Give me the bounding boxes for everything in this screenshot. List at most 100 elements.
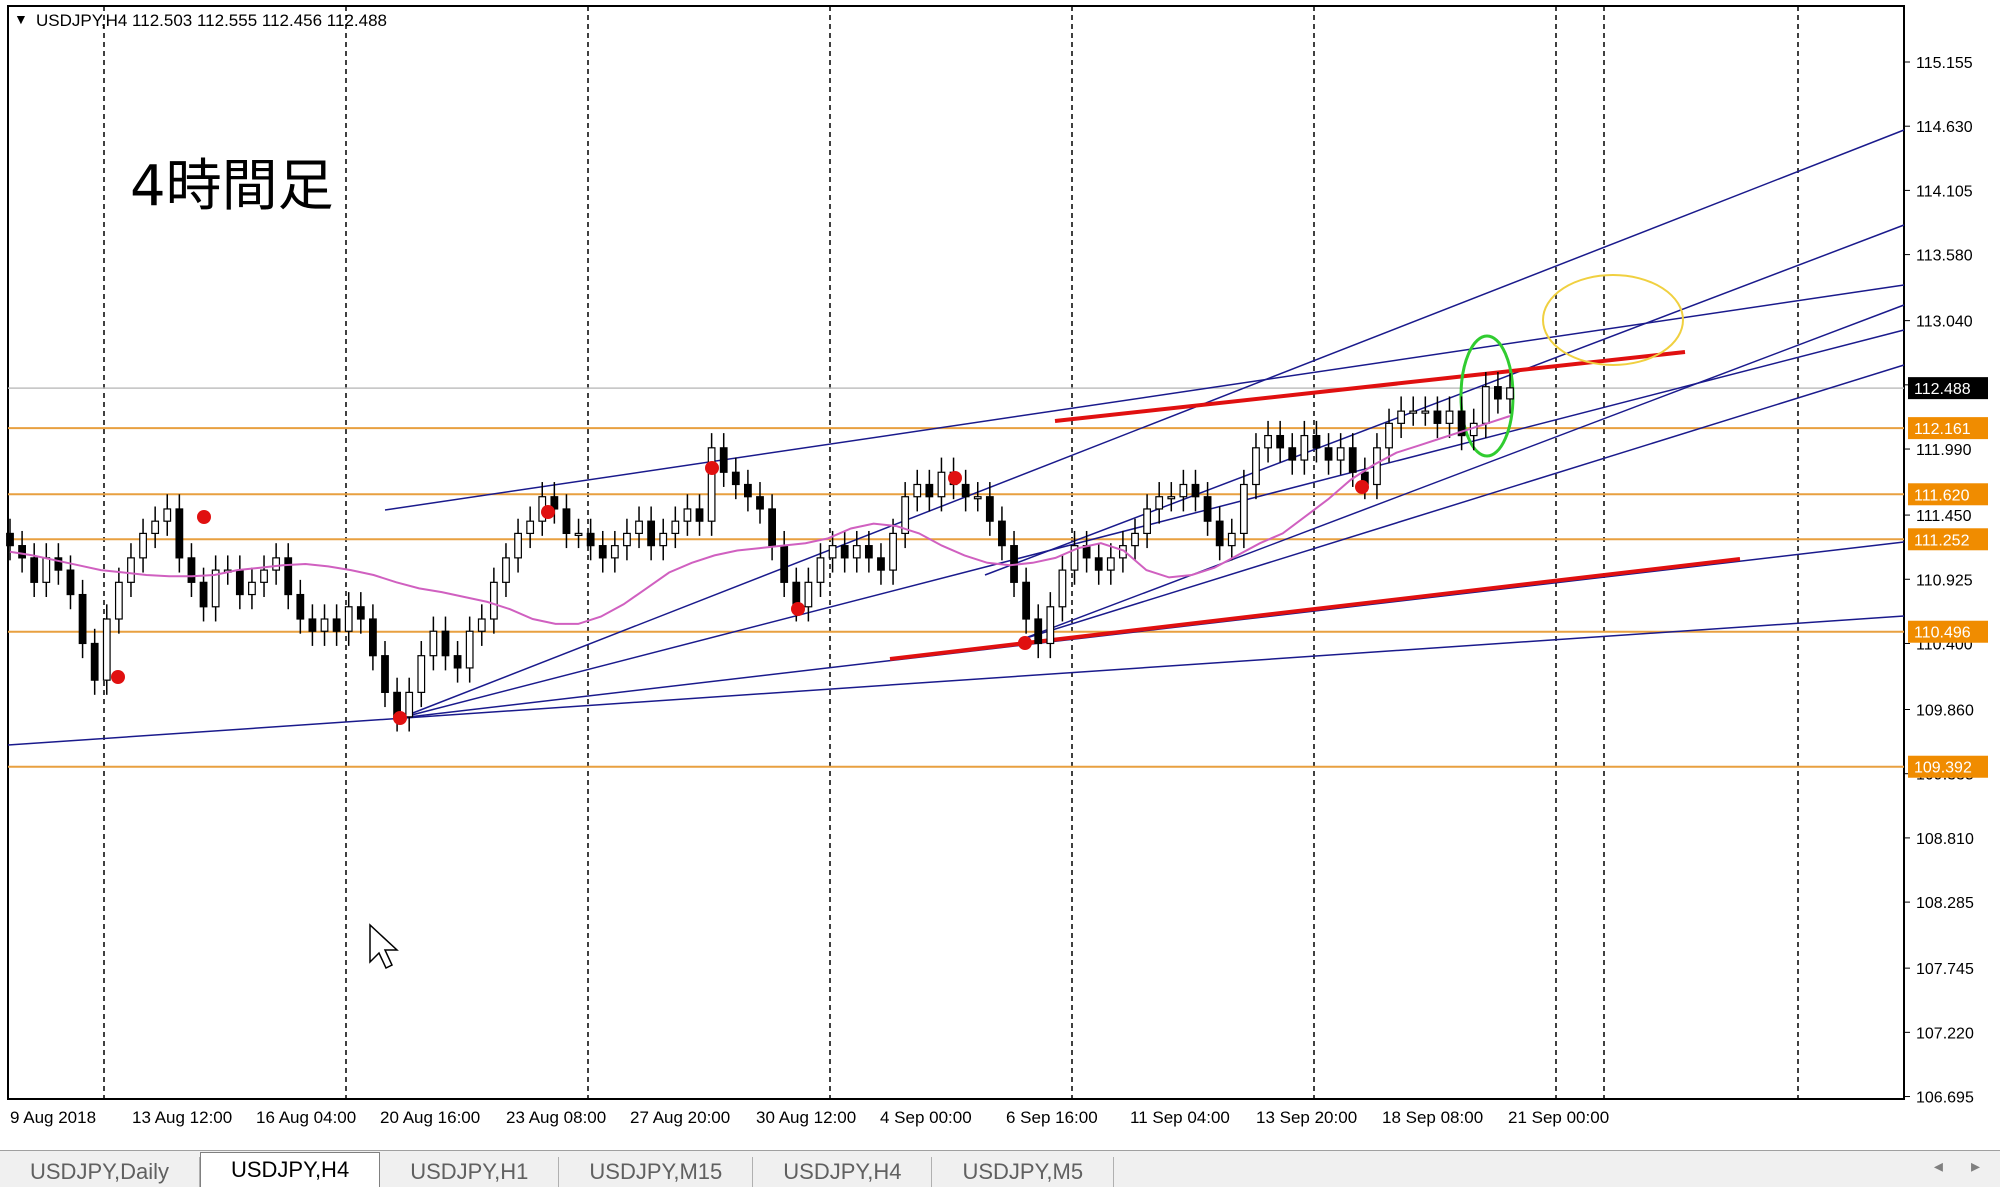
candle-body — [489, 581, 498, 620]
candle-body — [1046, 606, 1055, 645]
tab-3[interactable]: USDJPY,M15 — [559, 1157, 754, 1187]
x-tick-label: 11 Sep 04:00 — [1130, 1108, 1230, 1127]
candle-body — [840, 545, 849, 559]
candle-body — [961, 483, 970, 498]
candle-body — [1348, 447, 1357, 473]
x-tick-label: 21 Sep 00:00 — [1508, 1108, 1609, 1127]
candle-body — [985, 496, 994, 522]
candle-body — [1106, 557, 1115, 571]
candle-body — [550, 496, 559, 510]
candle-body — [610, 545, 619, 559]
x-tick-label: 13 Aug 12:00 — [132, 1108, 232, 1127]
trend-line — [399, 329, 1905, 719]
red-trend-line — [1054, 350, 1686, 423]
candle-body — [417, 655, 426, 693]
candle-body — [925, 483, 934, 498]
candle-body — [284, 557, 293, 596]
candle-body — [1481, 386, 1490, 424]
y-tick-label: 110.925 — [1916, 572, 1973, 589]
candle-body — [465, 630, 474, 669]
x-tick-label: 16 Aug 04:00 — [256, 1108, 356, 1127]
time-axis: 9 Aug 2018 13 Aug 12:00 16 Aug 04:00 20 Aug… — [10, 1108, 1609, 1127]
candle-body — [1494, 386, 1502, 400]
y-tick-label: 108.810 — [1916, 831, 1974, 848]
level-price-tag: 111.252 — [1914, 532, 1970, 549]
trend-line — [7, 615, 1905, 746]
yellow-ellipse — [1542, 274, 1684, 366]
candle-body — [877, 557, 885, 571]
candles — [6, 371, 1514, 732]
tab-1[interactable]: USDJPY,H4 — [199, 1152, 381, 1187]
header-dropdown-icon[interactable]: ▼ — [14, 11, 28, 27]
tab-4[interactable]: USDJPY,H4 — [753, 1157, 933, 1187]
candle-body — [1433, 410, 1442, 424]
candle-body — [998, 520, 1006, 547]
tab-0[interactable]: USDJPY,Daily — [0, 1157, 200, 1187]
tab-2[interactable]: USDJPY,H1 — [380, 1157, 560, 1187]
y-tick-label: 114.105 — [1916, 183, 1973, 200]
x-tick-label: 9 Aug 2018 — [10, 1108, 96, 1127]
candle-body — [1191, 483, 1200, 498]
candle-body — [151, 520, 160, 535]
candle-body — [453, 655, 462, 669]
candle-body — [768, 508, 776, 547]
candle-body — [320, 618, 329, 632]
candle-body — [1445, 410, 1454, 424]
candle-body — [114, 581, 123, 620]
level-price-tag-bg — [1908, 483, 1988, 506]
candle-body — [1155, 496, 1164, 510]
candle-body — [731, 471, 740, 486]
x-tick-label: 4 Sep 00:00 — [880, 1108, 972, 1127]
price-chart[interactable]: 115.155114.630114.105113.580113.040112.5… — [0, 0, 2000, 1150]
ma-line — [9, 415, 1511, 625]
scroll-left-icon[interactable]: ◂ — [1933, 1156, 1943, 1176]
candle-body — [1312, 434, 1321, 449]
candle-body — [356, 606, 365, 620]
candle-body — [175, 508, 184, 559]
swing-marker — [948, 471, 962, 485]
candle-body — [816, 557, 825, 583]
candle-body — [54, 557, 63, 571]
candle-body — [756, 496, 764, 510]
candle-body — [139, 532, 147, 559]
swing-marker — [393, 711, 407, 725]
y-tick-label: 107.220 — [1916, 1025, 1974, 1042]
y-tick-label: 109.860 — [1916, 703, 1974, 720]
price-tags: 112.488 112.161 111.620 111.252 110.496 109.3… — [1908, 377, 1988, 778]
candle-body — [598, 545, 607, 559]
candle-body — [1203, 496, 1212, 522]
candle-body — [187, 557, 196, 583]
chart-tab-bar: USDJPY,Daily USDJPY,H4 USDJPY,H1 USDJPY,M15… — [0, 1150, 2000, 1187]
y-tick-label: 115.155 — [1916, 55, 1973, 72]
candle-body — [1288, 447, 1297, 461]
current-price-tag-bg — [1908, 377, 1988, 400]
candle-body — [901, 496, 910, 535]
x-tick-label: 27 Aug 20:00 — [630, 1108, 730, 1127]
candle-body — [211, 569, 220, 608]
candle-body — [1373, 447, 1381, 486]
candle-body — [1215, 520, 1224, 547]
level-price-tag: 109.392 — [1914, 760, 1972, 777]
candle-body — [332, 618, 341, 632]
candle-body — [1239, 483, 1248, 535]
level-price-tag: 110.496 — [1914, 625, 1971, 642]
trend-line — [1019, 364, 1905, 641]
trend-line — [1019, 304, 1905, 641]
candle-body — [780, 545, 789, 583]
level-price-tag: 112.161 — [1914, 421, 1971, 438]
candle-body — [1227, 532, 1236, 547]
candle-body — [937, 471, 946, 498]
candle-body — [864, 545, 873, 559]
trend-lines — [7, 129, 1905, 746]
candle-body — [707, 447, 716, 522]
x-tick-label: 13 Sep 20:00 — [1256, 1108, 1357, 1127]
candle-body — [683, 508, 692, 522]
candle-body — [260, 569, 268, 583]
candle-body — [344, 606, 353, 632]
candle-body — [1409, 410, 1418, 414]
chart-window[interactable]: 115.155114.630114.105113.580113.040112.5… — [0, 0, 2000, 1150]
candle-body — [973, 496, 982, 500]
scroll-right-icon[interactable]: ▸ — [1970, 1156, 1980, 1176]
candle-body — [1397, 410, 1406, 424]
tab-5[interactable]: USDJPY,M5 — [932, 1157, 1115, 1187]
